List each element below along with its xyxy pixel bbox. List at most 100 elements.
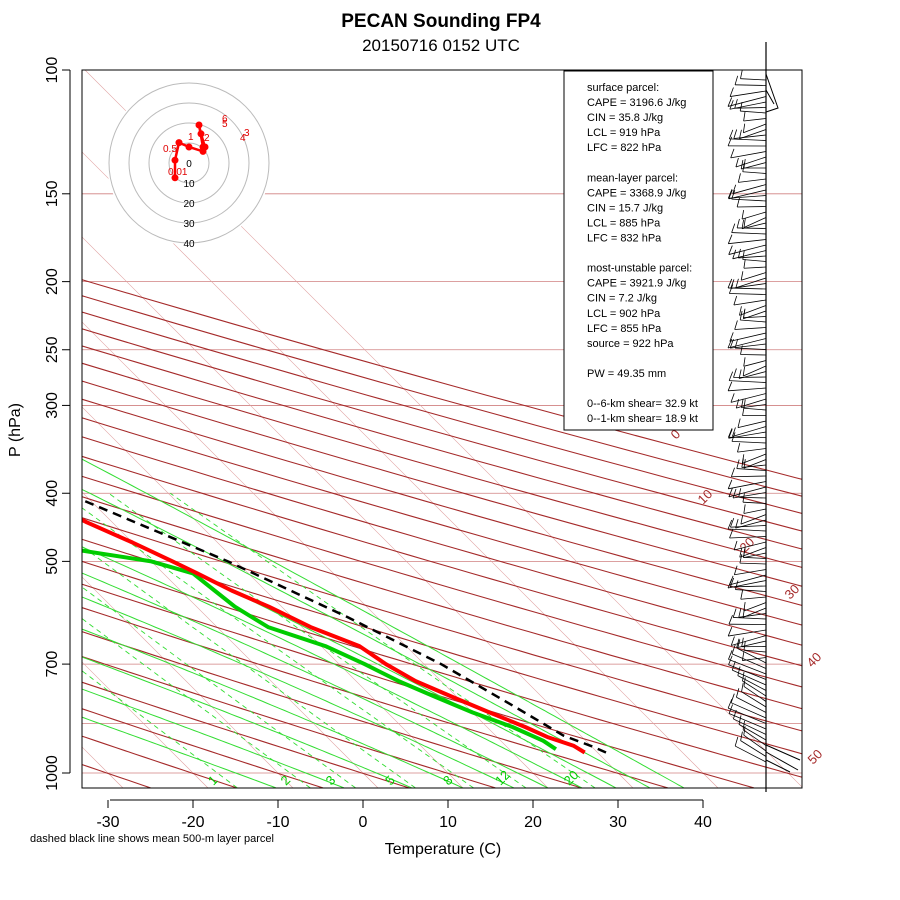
mixing-ratio-label: 12 [492, 767, 513, 788]
hodograph-point-label: 2 [204, 133, 210, 144]
info-line: surface parcel: [587, 82, 659, 94]
wind-barb-flag [743, 726, 746, 736]
wind-barb [743, 365, 767, 377]
wind-barb-flag [731, 189, 736, 200]
moist-adiabat-line [82, 688, 345, 788]
wind-barb [743, 649, 767, 653]
wind-barb-flag [743, 641, 746, 651]
wind-barb-flag [739, 129, 742, 139]
info-line: CAPE = 3921.9 J/kg [587, 278, 686, 290]
dry-adiabat-line [82, 496, 802, 710]
wind-barb [740, 78, 767, 81]
wind-barb [730, 702, 767, 719]
hodograph-point [171, 156, 179, 164]
sounding-profiles [82, 498, 607, 755]
dry-adiabat-label: 50 [805, 746, 826, 767]
wind-barb-flag [741, 651, 745, 661]
moist-adiabat-line [82, 488, 651, 788]
wind-barb-flag [742, 493, 745, 503]
info-line: mean-layer parcel: [587, 172, 678, 184]
wind-barb [733, 299, 767, 306]
info-line: LFC = 822 hPa [587, 142, 662, 154]
wind-barb-flag [736, 218, 740, 229]
wind-barbs [727, 42, 801, 792]
wind-barb-flag [740, 515, 744, 525]
isotherm-line [82, 661, 209, 788]
dry-adiabat-lines [82, 279, 802, 788]
hodograph-point-label: 0.01 [168, 167, 188, 178]
wind-barb [730, 90, 767, 97]
wind-barb [742, 680, 767, 697]
isotherm-line [82, 236, 634, 788]
dry-adiabat-line [82, 345, 802, 550]
wind-barb-flag [733, 565, 738, 575]
wind-barb [742, 453, 767, 464]
wind-barb-flag [734, 75, 739, 85]
wind-barb-flag [740, 590, 743, 600]
wind-barb [740, 740, 767, 757]
info-line: CIN = 35.8 J/kg [587, 112, 663, 124]
wind-barb-flag [743, 677, 746, 687]
wind-barb-flag [743, 259, 746, 269]
wind-barb [765, 744, 801, 773]
dry-adiabat-line [82, 607, 668, 788]
y-tick-label: 250 [44, 336, 61, 363]
wind-barb-flag [730, 467, 735, 477]
isotherm-line [82, 491, 379, 788]
moist-adiabat-line [82, 572, 549, 788]
wind-barb-flag [736, 638, 740, 648]
wind-barb [743, 217, 767, 228]
wind-barb-flag [727, 698, 733, 709]
dry-adiabat-line [82, 560, 802, 778]
dry-adiabat-line [82, 656, 496, 788]
wind-barb [735, 156, 767, 168]
wind-barb [737, 420, 767, 428]
y-axis-label: P (hPa) [7, 403, 24, 457]
wind-barb [743, 686, 767, 702]
wind-barb-flag [733, 129, 738, 139]
moist-adiabat-line [82, 656, 413, 788]
wind-barb [727, 707, 767, 724]
wind-barb-flag [730, 693, 735, 703]
mixing-ratio-line [82, 545, 416, 788]
y-axis: 100 150 200 250 300 400 500 700 1000 [44, 57, 71, 791]
wind-barb [729, 138, 767, 141]
wind-barb [733, 617, 767, 620]
mixing-ratio-line [82, 618, 311, 788]
wind-barb-flag [743, 459, 746, 469]
mixing-ratio-line [82, 586, 356, 788]
wind-barb-flag [741, 458, 744, 468]
hodograph-point-label: 6 [222, 114, 228, 125]
wind-barb [737, 448, 767, 453]
info-line: CAPE = 3368.9 J/kg [587, 187, 686, 199]
wind-barb [728, 713, 767, 730]
chart-subtitle: 20150716 0152 UTC [362, 36, 520, 55]
wind-barb [743, 556, 767, 559]
wind-barb-flag [734, 338, 739, 349]
wind-barb [728, 239, 767, 245]
dry-adiabat-line [82, 681, 410, 788]
wind-barb [731, 232, 767, 235]
wind-barb [736, 696, 767, 713]
wind-barb [741, 211, 767, 220]
x-tick-label: 20 [524, 814, 542, 831]
dry-adiabat-line [82, 417, 802, 626]
hodograph-ring [108, 82, 270, 244]
wind-barb [743, 266, 767, 269]
mixing-ratio-line [169, 492, 596, 788]
wind-barb [735, 745, 767, 763]
wind-barb-flag [728, 429, 733, 439]
wind-barb [741, 464, 767, 468]
wind-barb-flag [736, 459, 740, 469]
wind-barb-flag [730, 518, 735, 528]
wind-barb [729, 380, 767, 383]
wind-barb-flag [743, 357, 746, 367]
wind-barb [743, 734, 767, 752]
wind-barb [743, 407, 767, 411]
hodograph-point [185, 143, 193, 151]
dry-adiabat-line [82, 583, 755, 788]
hodograph-point-label: 0.5 [163, 144, 177, 155]
wind-barb [738, 178, 767, 183]
wind-barb [730, 283, 767, 289]
